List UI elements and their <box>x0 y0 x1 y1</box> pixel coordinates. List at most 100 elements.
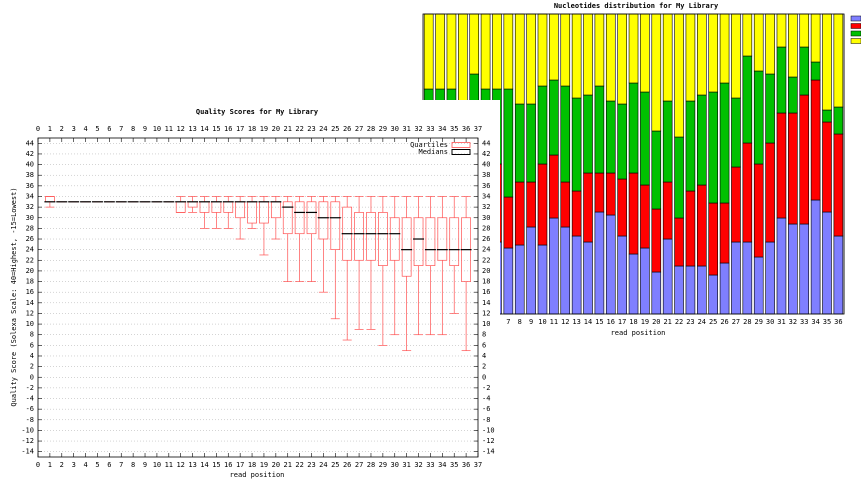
chart-title: Nucleotides distribution for My Library <box>554 2 719 10</box>
x-tick-label: 13 <box>188 461 196 469</box>
x-tick-label: 3 <box>72 461 76 469</box>
y-tick-label: 30 <box>26 214 34 222</box>
x-tick-label: 18 <box>248 461 256 469</box>
bar-segment <box>503 247 514 315</box>
bar-segment <box>423 13 434 90</box>
legend-swatch <box>451 149 471 155</box>
x-tick-label: 20 <box>652 318 660 326</box>
box <box>449 217 460 266</box>
y-tick-label: -10 <box>21 426 34 434</box>
y-tick-label: -2 <box>26 384 34 392</box>
y-tick-label: 26 <box>26 235 34 243</box>
bar-segment <box>560 13 571 87</box>
x-tick-label: 36 <box>462 461 470 469</box>
bar-segment <box>583 94 593 174</box>
x-tick-label: 17 <box>618 318 626 326</box>
y-tick-label: 0 <box>482 373 486 381</box>
bar-segment <box>514 244 525 315</box>
legend-label: Quartiles <box>410 141 448 149</box>
x-tick-label: 32 <box>789 318 797 326</box>
y-tick-label: -14 <box>482 448 495 456</box>
x-tick-label: 9 <box>143 461 147 469</box>
x-tick-label: 29 <box>379 125 387 133</box>
x-tick-label: 14 <box>584 318 592 326</box>
y-tick-label: -4 <box>482 395 490 403</box>
bar-segment <box>628 172 639 255</box>
bar-segment <box>833 106 844 135</box>
bar-segment <box>526 13 536 105</box>
y-tick-label: 36 <box>482 182 490 190</box>
bar-segment <box>810 61 821 81</box>
x-tick-label: 34 <box>438 461 446 469</box>
x-tick-label: 26 <box>720 318 728 326</box>
bar-segment <box>583 172 593 243</box>
x-tick-label: 35 <box>450 125 458 133</box>
bar-segment <box>594 211 605 315</box>
bar-segment <box>833 235 844 315</box>
y-tick-label: 44 <box>26 139 34 147</box>
x-tick-label: 3 <box>72 125 76 133</box>
bar-segment <box>685 13 696 102</box>
bar-segment <box>731 13 741 99</box>
bar-segment <box>742 55 753 144</box>
bar-segment <box>640 247 650 315</box>
bar-segment <box>719 13 730 84</box>
y-tick-label: 42 <box>482 150 490 158</box>
x-tick-label: 30 <box>391 125 399 133</box>
y-tick-label: 18 <box>482 278 490 286</box>
bar-segment <box>560 85 571 183</box>
box <box>366 212 376 261</box>
x-tick-label: 32 <box>414 461 422 469</box>
legend-swatch <box>850 30 861 37</box>
y-tick-label: 28 <box>482 224 490 232</box>
x-tick-label: 35 <box>450 461 458 469</box>
x-tick-label: 17 <box>236 461 244 469</box>
x-tick-label: 9 <box>529 318 533 326</box>
y-tick-label: 20 <box>482 267 490 275</box>
x-tick-label: 26 <box>343 125 351 133</box>
x-tick-label: 26 <box>343 461 351 469</box>
bar-segment <box>685 100 696 192</box>
bar-segment <box>628 253 639 315</box>
box <box>413 217 424 266</box>
bar-segment <box>776 112 787 219</box>
x-tick-label: 8 <box>518 318 522 326</box>
bar-segment <box>651 13 662 132</box>
bar-segment <box>822 13 832 111</box>
bar-segment <box>799 223 810 315</box>
y-tick-label: 34 <box>482 192 490 200</box>
bar-segment <box>674 13 684 138</box>
x-tick-label: 31 <box>402 125 410 133</box>
bar-segment <box>776 46 787 114</box>
bar-segment <box>549 217 559 315</box>
bar-segment <box>674 136 684 219</box>
x-tick-label: 24 <box>319 461 327 469</box>
bar-segment <box>753 163 764 258</box>
x-tick-label: 20 <box>272 461 280 469</box>
bar-segment <box>628 82 639 174</box>
bar-segment <box>549 13 559 81</box>
x-tick-label: 27 <box>732 318 740 326</box>
legend-swatch <box>850 23 861 29</box>
bar-segment <box>617 13 627 105</box>
y-tick-label: -8 <box>482 416 490 424</box>
bar-segment <box>662 238 673 315</box>
y-tick-label: 14 <box>26 299 34 307</box>
x-tick-label: 29 <box>379 461 387 469</box>
x-tick-label: 8 <box>131 461 135 469</box>
x-tick-label: 4 <box>83 125 87 133</box>
bar-segment <box>617 103 627 180</box>
x-tick-label: 37 <box>474 461 482 469</box>
box <box>437 217 448 261</box>
bar-segment <box>651 208 662 273</box>
x-tick-label: 31 <box>402 461 410 469</box>
y-tick-label: 8 <box>482 331 486 339</box>
bar-segment <box>514 181 525 246</box>
x-tick-label: 19 <box>641 318 649 326</box>
x-axis-label: read position <box>611 329 666 337</box>
y-tick-label: -6 <box>482 405 490 413</box>
x-tick-label: 14 <box>200 125 208 133</box>
bar-segment <box>503 196 514 249</box>
legend-swatch <box>451 142 471 148</box>
x-tick-label: 34 <box>438 125 446 133</box>
